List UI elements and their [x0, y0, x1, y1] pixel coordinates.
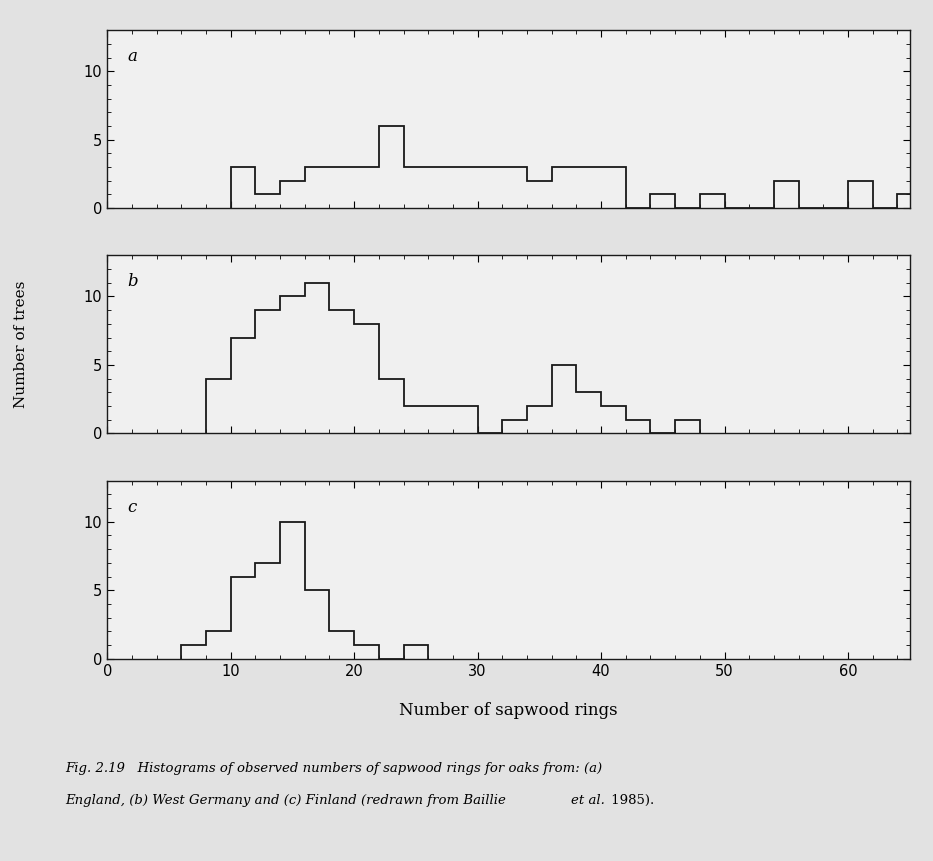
Text: b: b [127, 273, 138, 290]
Text: Number of trees: Number of trees [13, 281, 28, 408]
Text: 1985).: 1985). [607, 794, 655, 807]
Text: c: c [127, 499, 136, 516]
Text: Fig. 2.19   Histograms of observed numbers of sapwood rings for oaks from: (a): Fig. 2.19 Histograms of observed numbers… [65, 762, 603, 775]
Text: Number of sapwood rings: Number of sapwood rings [399, 702, 618, 719]
Text: a: a [127, 48, 137, 65]
Text: England, (b) West Germany and (c) Finland (redrawn from Baillie: England, (b) West Germany and (c) Finlan… [65, 794, 510, 807]
Text: et al.: et al. [571, 794, 605, 807]
